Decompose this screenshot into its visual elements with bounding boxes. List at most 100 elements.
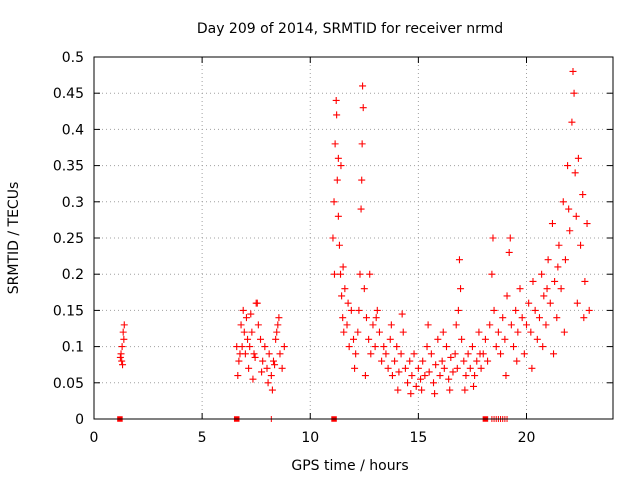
data-point (274, 321, 282, 329)
y-tick-label: 0.05 (53, 376, 84, 392)
data-point (555, 241, 563, 249)
data-point (418, 386, 426, 394)
data-point (393, 343, 401, 351)
data-point (432, 361, 440, 369)
data-point (544, 256, 552, 264)
data-point (475, 328, 483, 336)
grid (94, 57, 613, 419)
data-point (490, 306, 498, 314)
data-point (434, 335, 442, 343)
data-point (355, 306, 363, 314)
data-point (506, 234, 514, 242)
data-point (548, 220, 556, 228)
data-point (449, 368, 457, 376)
data-point (460, 357, 468, 365)
data-point (425, 368, 433, 376)
data-point (339, 263, 347, 271)
data-point (259, 357, 267, 365)
data-point (512, 306, 520, 314)
data-point (272, 335, 280, 343)
data-point (240, 328, 248, 336)
data-point (410, 350, 418, 358)
data-point (261, 343, 269, 351)
data-point (571, 169, 579, 177)
data-point (347, 306, 355, 314)
data-point (551, 277, 559, 285)
data-point (332, 96, 340, 104)
data-point (529, 277, 537, 285)
data-point (501, 335, 509, 343)
data-point (248, 328, 256, 336)
data-point (120, 321, 128, 329)
y-tick-label: 0.2 (62, 267, 84, 283)
data-point (118, 343, 126, 351)
data-point (119, 361, 127, 369)
data-point (273, 328, 281, 336)
data-point (271, 361, 279, 369)
data-point (371, 343, 379, 351)
data-point (388, 372, 396, 380)
data-point (380, 343, 388, 351)
data-point (357, 205, 365, 213)
data-point (339, 314, 347, 322)
data-point (471, 372, 479, 380)
data-point (473, 357, 481, 365)
data-point (538, 270, 546, 278)
data-point (564, 162, 572, 170)
data-point (585, 306, 593, 314)
data-point (494, 328, 502, 336)
data-point (235, 357, 243, 365)
data-point (505, 248, 513, 256)
data-point (258, 368, 266, 376)
data-point (373, 306, 381, 314)
data-point (337, 162, 345, 170)
data-point (267, 372, 275, 380)
data-point (254, 321, 262, 329)
data-point (580, 314, 588, 322)
data-point (579, 191, 587, 199)
data-point (408, 372, 416, 380)
data-point (565, 205, 573, 213)
data-point (570, 89, 578, 97)
data-point (438, 357, 446, 365)
data-point (455, 256, 463, 264)
y-tick-label: 0.1 (62, 340, 84, 356)
data-point (268, 386, 276, 394)
data-point (439, 328, 447, 336)
data-point (246, 343, 254, 351)
data-point (514, 328, 522, 336)
data-point (330, 198, 338, 206)
data-point (333, 111, 341, 119)
data-point (488, 270, 496, 278)
data-point (359, 104, 367, 112)
data-point (236, 350, 244, 358)
data-point (533, 335, 541, 343)
data-point (116, 353, 124, 361)
data-point (398, 310, 406, 318)
data-point (120, 335, 128, 343)
data-point (330, 270, 338, 278)
data-point (573, 299, 581, 307)
data-point (334, 212, 342, 220)
data-point (354, 328, 362, 336)
y-tick-label: 0.15 (53, 303, 84, 319)
data-point (543, 285, 551, 293)
data-point (395, 368, 403, 376)
tick-labels: 0 5 10 15 20 0 0.05 0.1 0.15 0.2 0.25 0.3 0.35 0.4 0.4… (53, 50, 536, 446)
data-point (244, 335, 252, 343)
y-tick-label: 0.3 (62, 195, 84, 211)
data-point (568, 118, 576, 126)
y-tick-label: 0 (75, 412, 84, 428)
chart-title: Day 209 of 2014, SRMTID for receiver nrm… (197, 21, 503, 37)
data-point (560, 328, 568, 336)
data-point (250, 350, 258, 358)
data-point (457, 285, 465, 293)
data-point (430, 379, 438, 387)
data-point (516, 285, 524, 293)
data-point (452, 321, 460, 329)
data-point (401, 364, 409, 372)
data-point (520, 350, 528, 358)
data-point (238, 343, 246, 351)
y-tick-label: 0.4 (62, 122, 84, 138)
data-point (440, 364, 448, 372)
